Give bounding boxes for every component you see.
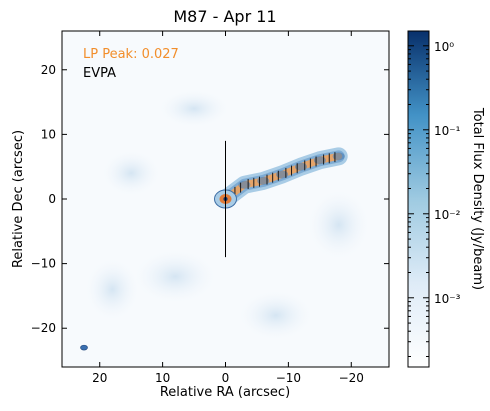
jet-knot bbox=[313, 156, 326, 165]
y-tick-label: 10 bbox=[41, 127, 56, 141]
diffuse-emission bbox=[308, 190, 369, 259]
colorbar-ticks: 10⁰ 10⁻¹ 10⁻² 10⁻³ bbox=[408, 40, 461, 358]
jet-emission bbox=[80, 140, 348, 351]
x-tick-label: 20 bbox=[92, 371, 107, 385]
jet-knot bbox=[257, 176, 270, 185]
diffuse-emission bbox=[160, 90, 229, 127]
colorbar-tick-label: 10⁻¹ bbox=[434, 124, 461, 138]
x-tick-label: 10 bbox=[155, 371, 170, 385]
colorbar: 10⁰ 10⁻¹ 10⁻² 10⁻³ Total Flux Density (Jy/b… bbox=[407, 30, 485, 368]
x-tick-label: −20 bbox=[339, 371, 364, 385]
x-axis-ticks: 20 10 0 −10 −20 bbox=[92, 31, 364, 385]
x-axis-label: Relative RA (arcsec) bbox=[160, 385, 290, 400]
y-axis-label: Relative Dec (arcsec) bbox=[11, 130, 26, 268]
flux-image bbox=[86, 90, 369, 340]
diffuse-emission bbox=[86, 259, 139, 320]
colorbar-gradient bbox=[407, 30, 430, 368]
annotation-lp-peak: LP Peak: 0.027 bbox=[83, 47, 179, 62]
colorbar-label: Total Flux Density (Jy/beam) bbox=[470, 107, 485, 290]
jet-knot bbox=[238, 180, 251, 189]
jet-knot bbox=[294, 162, 307, 171]
y-tick-label: −10 bbox=[31, 257, 56, 271]
diffuse-emission bbox=[239, 291, 312, 340]
jet-knot bbox=[332, 152, 345, 161]
diffuse-emission bbox=[135, 250, 216, 303]
beam bbox=[80, 344, 88, 351]
y-axis-ticks: 20 10 0 −10 −20 bbox=[31, 63, 389, 335]
y-tick-label: −20 bbox=[31, 321, 56, 335]
colorbar-tick-label: 10⁻³ bbox=[434, 292, 461, 306]
y-tick-label: 20 bbox=[41, 63, 56, 77]
jet-knot bbox=[276, 170, 289, 179]
colorbar-tick-label: 10⁻² bbox=[434, 208, 461, 222]
y-tick-label: 0 bbox=[48, 192, 56, 206]
chart-title: M87 - Apr 11 bbox=[173, 7, 276, 26]
x-tick-label: −10 bbox=[276, 371, 301, 385]
annotation-evpa: EVPA bbox=[83, 66, 116, 81]
x-tick-label: 0 bbox=[222, 371, 230, 385]
colorbar-tick-label: 10⁰ bbox=[434, 40, 454, 54]
plot-area: 20 10 0 −10 −20 20 10 0 −10 −20 bbox=[31, 30, 390, 385]
diffuse-emission bbox=[103, 151, 160, 196]
